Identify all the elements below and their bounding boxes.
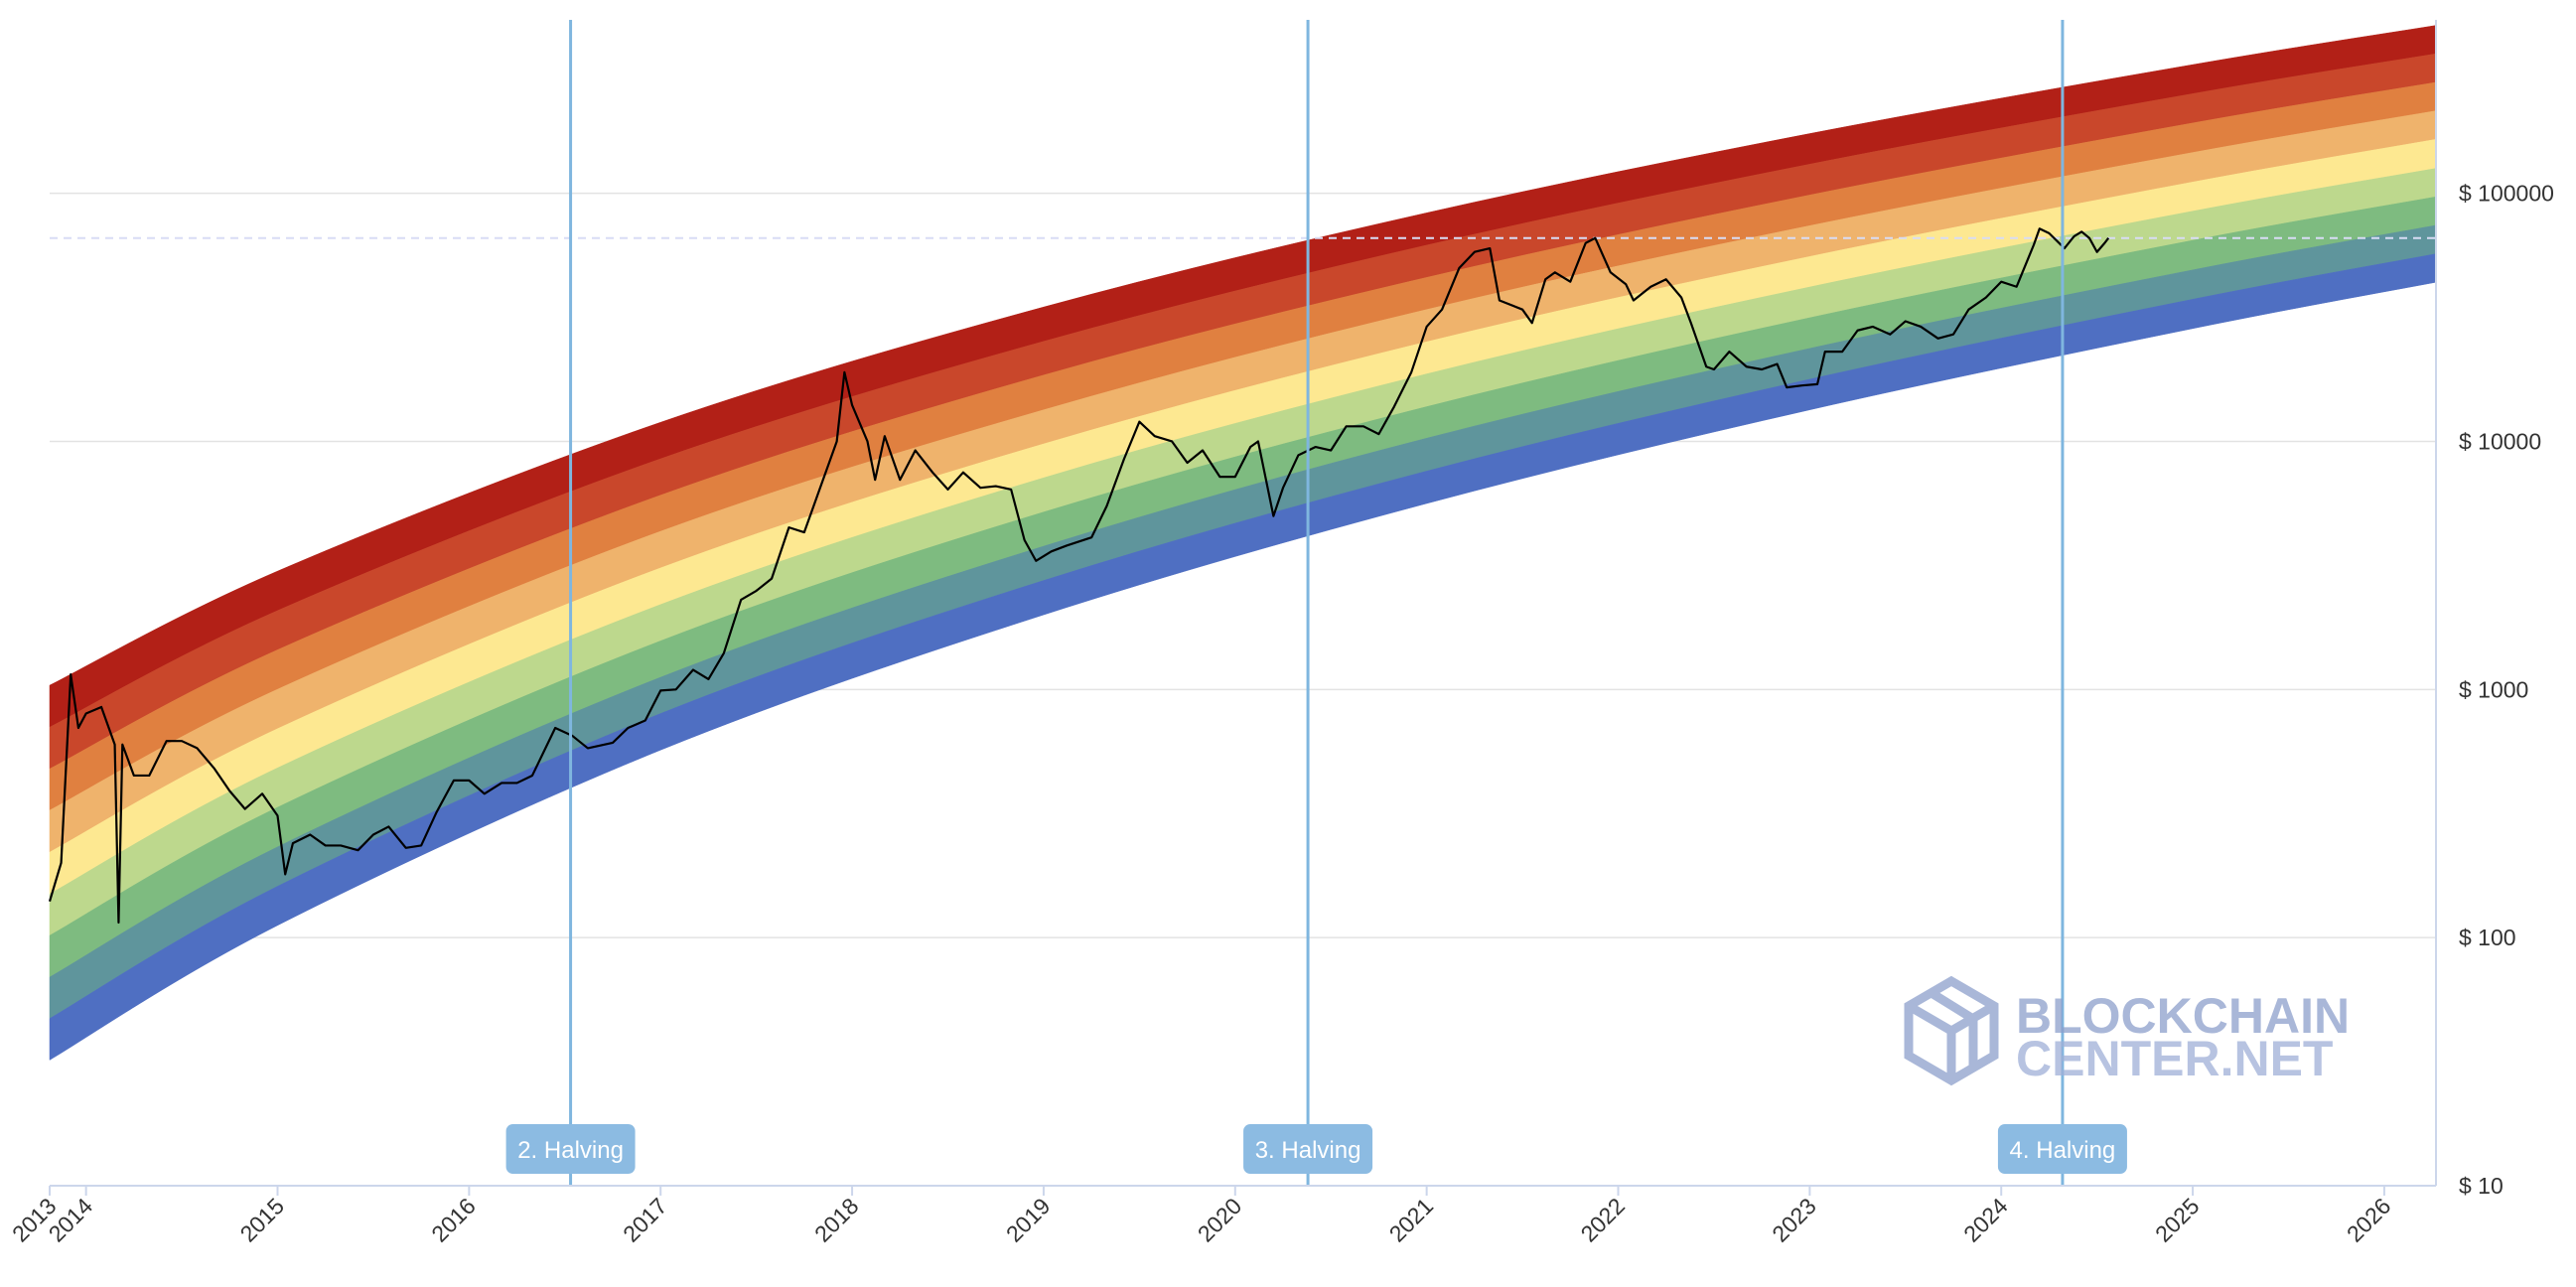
watermark: BLOCKCHAIN CENTER.NET (1904, 975, 2350, 1086)
halving-label: 4. Halving (2010, 1137, 2116, 1164)
x-tick-label: 2025 (2150, 1193, 2205, 1247)
x-tick-label: 2019 (1001, 1193, 1056, 1247)
x-tick-label: 2017 (618, 1193, 672, 1247)
y-tick-label: $ 10000 (2459, 428, 2541, 454)
halving-label-box (505, 1124, 636, 1174)
y-tick-label: $ 100 (2459, 925, 2516, 950)
watermark-logo (1904, 975, 1999, 1086)
x-tick-label: 2016 (426, 1193, 481, 1247)
price-line (48, 227, 2110, 925)
x-tick-label: 2022 (1575, 1193, 1630, 1247)
halving-label-box (1243, 1124, 1373, 1174)
halving-label: 2. Halving (517, 1137, 624, 1164)
x-tick-label: 2018 (809, 1193, 864, 1247)
watermark-line1: BLOCKCHAIN (2016, 988, 2350, 1044)
x-tick-label: 2026 (2342, 1193, 2396, 1247)
watermark-line2: CENTER.NET (2016, 1031, 2333, 1086)
x-tick-label: 2023 (1767, 1193, 1821, 1247)
x-tick-label: 2014 (44, 1193, 98, 1247)
y-tick-label: $ 1000 (2459, 676, 2528, 702)
x-tick-label: 2021 (1384, 1193, 1439, 1247)
x-tick-label: 2015 (234, 1193, 289, 1247)
y-tick-label: $ 10 (2459, 1173, 2504, 1199)
x-tick-label: 2020 (1193, 1193, 1247, 1247)
y-tick-label: $ 100000 (2459, 181, 2554, 207)
halving-label: 3. Halving (1255, 1137, 1361, 1164)
halving-label-box (1997, 1124, 2127, 1174)
x-tick-label: 2024 (1958, 1193, 2013, 1247)
